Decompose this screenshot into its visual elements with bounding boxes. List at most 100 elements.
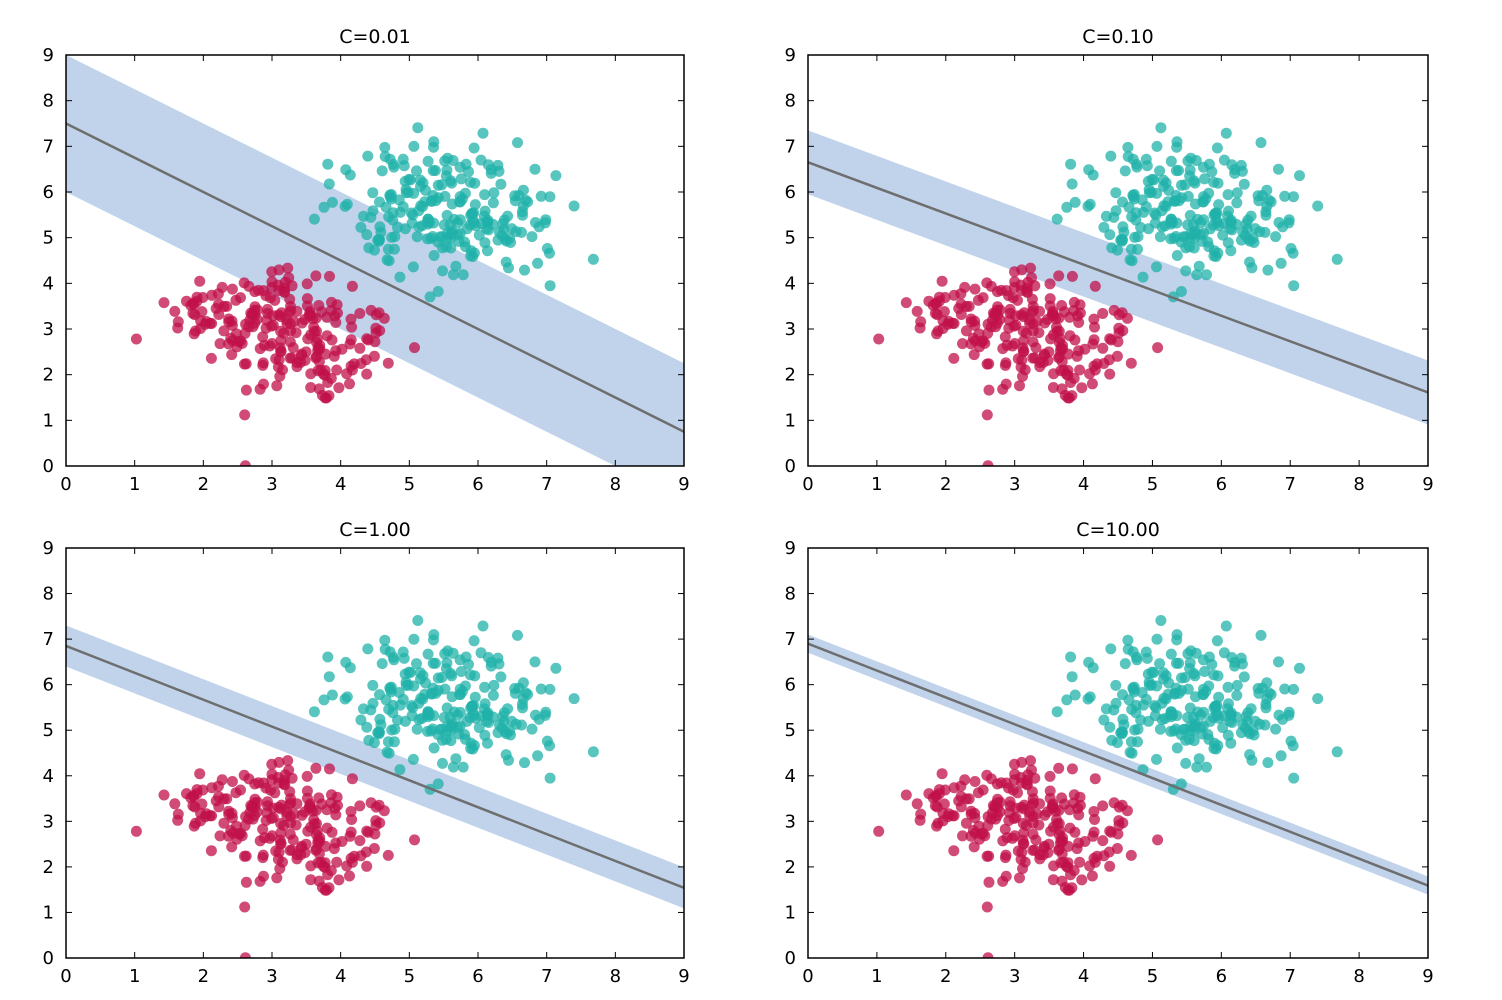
series-class_b bbox=[1051, 615, 1343, 795]
point-class_a bbox=[313, 383, 325, 395]
decision-boundary-line bbox=[808, 161, 1428, 394]
point-class_a bbox=[169, 305, 181, 317]
point-class_b bbox=[544, 772, 556, 784]
point-class_a bbox=[267, 319, 279, 331]
point-class_a bbox=[324, 270, 335, 282]
point-class_b bbox=[487, 218, 499, 230]
point-class_b bbox=[1065, 158, 1077, 170]
point-class_a bbox=[1017, 863, 1028, 875]
point-class_b bbox=[482, 652, 494, 663]
point-class_b bbox=[323, 671, 335, 683]
point-class_a bbox=[199, 811, 211, 823]
point-class_a bbox=[345, 806, 357, 817]
point-class_a bbox=[1015, 279, 1027, 291]
point-class_b bbox=[1155, 615, 1167, 626]
point-class_b bbox=[1104, 229, 1116, 241]
point-class_b bbox=[1146, 666, 1158, 678]
point-class_b bbox=[1175, 778, 1187, 790]
point-class_a bbox=[1041, 314, 1053, 325]
point-class_a bbox=[1010, 802, 1022, 814]
point-class_b bbox=[1288, 772, 1300, 784]
point-class_b bbox=[439, 648, 451, 660]
point-class_b bbox=[1127, 189, 1139, 201]
point-class_b bbox=[1180, 757, 1192, 769]
point-class_b bbox=[1225, 737, 1237, 749]
point-class_b bbox=[482, 737, 493, 749]
point-class_a bbox=[239, 460, 251, 466]
y-tick-label: 2 bbox=[43, 857, 54, 878]
point-class_a bbox=[301, 785, 313, 797]
point-class_b bbox=[403, 173, 415, 185]
point-class_a bbox=[264, 832, 276, 844]
point-class_b bbox=[1124, 746, 1136, 758]
point-class_b bbox=[1230, 711, 1242, 723]
x-tick-label: 0 bbox=[802, 474, 813, 495]
point-class_a bbox=[1018, 311, 1030, 323]
point-class_b bbox=[530, 709, 541, 721]
y-tick-label: 6 bbox=[43, 675, 54, 696]
point-class_b bbox=[437, 757, 448, 769]
point-class_a bbox=[226, 776, 238, 787]
point-class_b bbox=[428, 250, 440, 261]
point-class_a bbox=[969, 283, 981, 295]
point-class_a bbox=[1027, 336, 1039, 348]
point-class_b bbox=[1175, 286, 1187, 297]
point-class_b bbox=[1211, 217, 1223, 229]
point-class_b bbox=[1146, 173, 1158, 185]
point-class_b bbox=[1246, 262, 1258, 274]
point-class_a bbox=[977, 292, 989, 304]
x-tick-label: 5 bbox=[404, 966, 415, 987]
point-class_b bbox=[477, 127, 489, 139]
point-class_b bbox=[1279, 190, 1291, 202]
point-class_b bbox=[1069, 689, 1081, 701]
point-class_b bbox=[1122, 634, 1134, 646]
x-tick-label: 1 bbox=[129, 966, 140, 987]
point-class_b bbox=[1165, 213, 1177, 225]
point-class_b bbox=[1279, 683, 1291, 695]
point-class_a bbox=[205, 352, 217, 364]
point-class_a bbox=[973, 833, 985, 845]
point-class_b bbox=[344, 662, 356, 674]
point-class_a bbox=[308, 818, 320, 830]
series-class_a bbox=[130, 755, 420, 958]
point-class_b bbox=[425, 725, 437, 737]
y-tick-label: 3 bbox=[43, 319, 54, 340]
point-class_b bbox=[1312, 200, 1324, 212]
point-class_b bbox=[372, 234, 384, 246]
point-class_a bbox=[1097, 342, 1109, 354]
point-class_a bbox=[1047, 382, 1059, 393]
point-class_a bbox=[942, 318, 954, 330]
point-class_b bbox=[519, 757, 530, 769]
point-class_b bbox=[1211, 709, 1223, 721]
y-tick-label: 6 bbox=[785, 675, 796, 696]
point-class_a bbox=[333, 382, 345, 394]
point-class_b bbox=[1119, 165, 1131, 177]
point-class_b bbox=[1176, 179, 1187, 191]
series-class_b bbox=[1051, 122, 1343, 303]
point-class_a bbox=[995, 284, 1007, 296]
point-class_a bbox=[326, 789, 337, 801]
point-class_b bbox=[363, 242, 375, 254]
point-class_b bbox=[454, 191, 466, 203]
point-class_b bbox=[447, 269, 459, 281]
point-class_b bbox=[362, 643, 374, 655]
point-class_a bbox=[169, 798, 181, 810]
point-class_b bbox=[440, 663, 452, 675]
point-class_a bbox=[240, 384, 252, 396]
point-class_b bbox=[482, 159, 494, 171]
point-class_b bbox=[509, 687, 521, 699]
y-tick-label: 8 bbox=[785, 584, 796, 605]
point-class_b bbox=[447, 155, 459, 166]
point-class_b bbox=[1087, 662, 1099, 674]
point-class_b bbox=[464, 669, 476, 681]
point-class_a bbox=[1112, 336, 1124, 348]
point-class_b bbox=[1222, 681, 1234, 693]
point-class_b bbox=[1170, 165, 1182, 177]
point-class_a bbox=[316, 306, 328, 318]
point-class_b bbox=[1176, 192, 1188, 204]
point-class_a bbox=[1089, 814, 1100, 825]
point-class_a bbox=[1010, 319, 1022, 331]
point-class_b bbox=[1288, 683, 1299, 695]
point-class_a bbox=[1103, 354, 1115, 366]
y-tick-label: 9 bbox=[785, 45, 796, 66]
